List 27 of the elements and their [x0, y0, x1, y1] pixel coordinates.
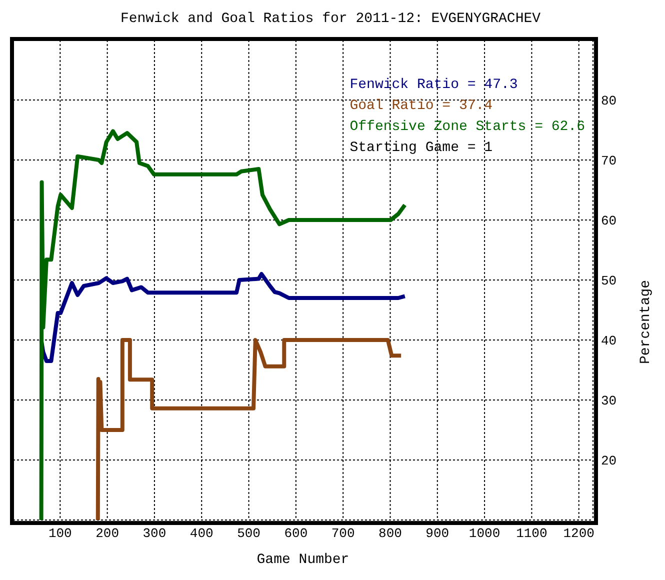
- chart-title: Fenwick and Goal Ratios for 2011-12: EVGENYGRACHEV: [119, 10, 542, 29]
- y-axis-title: Percentage: [638, 280, 654, 364]
- x-tick-label: 500: [237, 526, 260, 542]
- y-tick-label: 30: [601, 394, 617, 409]
- x-tick-label: 900: [426, 526, 450, 542]
- text: Goal Ratio = 37.4: [350, 97, 494, 116]
- x-tick-label: 700: [331, 526, 355, 542]
- y-tick-label: 20: [601, 454, 617, 469]
- x-tick-label: 300: [142, 526, 166, 542]
- y-tick-label: 40: [601, 334, 617, 349]
- x-tick-label: 1100: [516, 526, 548, 542]
- y-tick-label: 50: [601, 274, 617, 289]
- x-tick-label: 800: [378, 526, 402, 542]
- x-axis-title: Game Number: [256, 552, 350, 568]
- text: Fenwick Ratio = 47.3: [350, 76, 519, 95]
- x-tick-label: 1200: [563, 526, 594, 542]
- y-tick-label: 60: [601, 214, 617, 229]
- line-series: [96, 338, 404, 520]
- x-tick-label: 600: [284, 526, 308, 542]
- y-tick-label: 80: [601, 94, 617, 109]
- x-tick-label: 1000: [468, 526, 500, 542]
- x-tick-label: 200: [96, 526, 120, 542]
- text: Offensive Zone Starts = 62.6: [350, 118, 585, 137]
- x-tick-label: 100: [48, 526, 72, 542]
- y-tick-label: 70: [601, 154, 617, 169]
- annotation: Starting Game = 1: [350, 139, 494, 158]
- x-tick-label: 400: [190, 526, 214, 542]
